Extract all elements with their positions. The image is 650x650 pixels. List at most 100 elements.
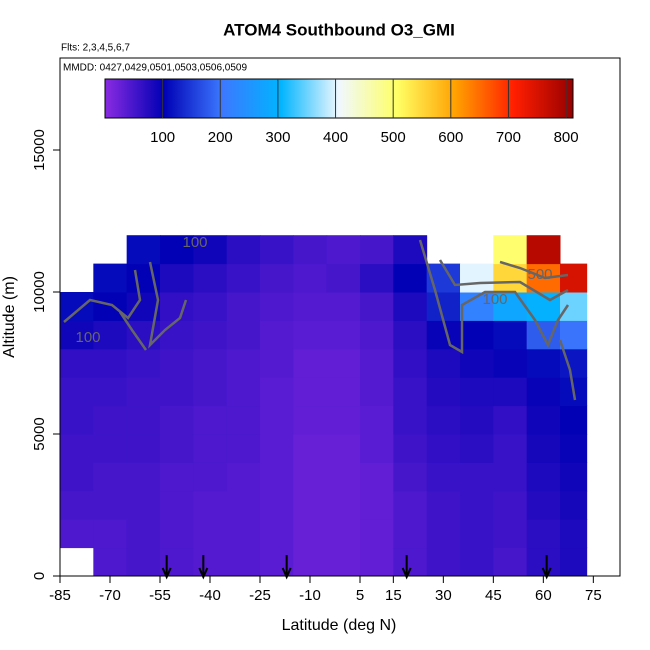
heat-cell <box>493 292 528 321</box>
heat-cell <box>426 377 461 407</box>
heat-cell <box>460 377 494 407</box>
heat-cell <box>126 235 161 265</box>
flights-label: Flts: 2,3,4,5,6,7 <box>61 43 130 54</box>
y-tick-label: 0 <box>31 572 48 580</box>
dates-label: MMDD: 0427,0429,0501,0503,0506,0509 <box>63 63 247 74</box>
heat-cell <box>193 519 228 549</box>
heat-cell <box>93 320 128 350</box>
heat-cell <box>460 490 494 520</box>
heat-cell <box>360 348 394 378</box>
colorbar-tick-label: 100 <box>150 129 175 146</box>
heat-cell <box>126 405 161 435</box>
heat-cell <box>360 263 394 293</box>
heat-cell <box>293 462 328 492</box>
heat-cell <box>93 462 128 492</box>
x-tick-label: 60 <box>535 587 552 604</box>
heat-cell <box>526 462 561 492</box>
heat-cell <box>326 348 361 378</box>
heat-cell <box>126 348 161 378</box>
colorbar-tick-label: 200 <box>208 129 233 146</box>
heat-cell <box>560 434 588 463</box>
contour-label: 500 <box>527 266 552 283</box>
contour-line <box>63 269 142 323</box>
heat-cell <box>226 377 261 407</box>
heat-cell <box>360 547 394 577</box>
x-tick-label: -25 <box>249 587 271 604</box>
heat-cell <box>93 377 128 407</box>
heat-cell <box>226 348 261 378</box>
heat-cell <box>493 235 528 265</box>
heat-cell <box>393 434 428 463</box>
colorbar-tick-label: 600 <box>438 129 463 146</box>
heat-cell <box>293 263 328 293</box>
heat-cell <box>326 405 361 435</box>
heat-cell <box>526 348 561 378</box>
contour-line <box>438 259 569 302</box>
heat-cell <box>526 519 561 549</box>
heat-cell <box>360 462 394 492</box>
contour-label: 100 <box>75 329 100 346</box>
heat-cell <box>293 377 328 407</box>
heat-cell <box>160 519 194 549</box>
heat-cell <box>560 519 588 549</box>
heat-cell <box>293 292 328 321</box>
contour-line <box>499 260 569 280</box>
heat-cell <box>60 434 94 463</box>
heat-cell <box>393 263 428 293</box>
heat-cell <box>293 348 328 378</box>
heat-cell <box>93 405 128 435</box>
heat-cell <box>326 292 361 321</box>
plot-frame <box>59 57 621 577</box>
heat-cell <box>526 405 561 435</box>
heat-cell <box>60 519 94 549</box>
heat-cell <box>193 490 228 520</box>
flight-marker-head <box>281 567 292 580</box>
heat-cell <box>460 348 494 378</box>
heat-cell <box>193 462 228 492</box>
heat-cell <box>193 263 228 293</box>
heat-cell <box>293 547 328 577</box>
heat-cell <box>493 462 528 492</box>
contour-label: 100 <box>482 291 507 308</box>
heat-cell <box>226 434 261 463</box>
heat-cell <box>160 320 194 350</box>
heat-cell <box>360 519 394 549</box>
heat-cell <box>460 434 494 463</box>
heat-cell <box>293 490 328 520</box>
colorbar-tick-label: 400 <box>323 129 348 146</box>
x-tick-label: -40 <box>199 587 221 604</box>
heat-cell <box>60 490 94 520</box>
heat-cell <box>560 405 588 435</box>
x-tick-label: -85 <box>49 587 71 604</box>
heat-cell <box>360 434 394 463</box>
flight-marker-head <box>198 567 209 580</box>
y-axis-label: Altitude (m) <box>1 276 18 358</box>
heat-cell <box>426 490 461 520</box>
heat-cell <box>326 263 361 293</box>
heat-cell <box>393 377 428 407</box>
heat-cell <box>393 320 428 350</box>
x-tick-label: 5 <box>356 587 364 604</box>
heat-cell <box>126 519 161 549</box>
colorbar <box>104 78 574 119</box>
heat-cell <box>93 490 128 520</box>
heat-cell <box>260 348 294 378</box>
heat-cell <box>393 348 428 378</box>
heat-cell <box>160 292 194 321</box>
heat-cell <box>560 263 588 293</box>
heat-cell <box>60 348 94 378</box>
y-tick-label: 15000 <box>31 129 48 171</box>
flight-marker-head <box>401 567 412 580</box>
heat-cell <box>260 405 294 435</box>
heat-cell <box>160 434 194 463</box>
heat-cell <box>193 547 228 577</box>
heat-cell <box>193 292 228 321</box>
heat-cell <box>226 490 261 520</box>
heat-cell <box>60 405 94 435</box>
heat-cell <box>260 377 294 407</box>
heat-cell <box>360 320 394 350</box>
heat-cell <box>293 519 328 549</box>
heat-cell <box>260 235 294 265</box>
heat-cell <box>226 547 261 577</box>
